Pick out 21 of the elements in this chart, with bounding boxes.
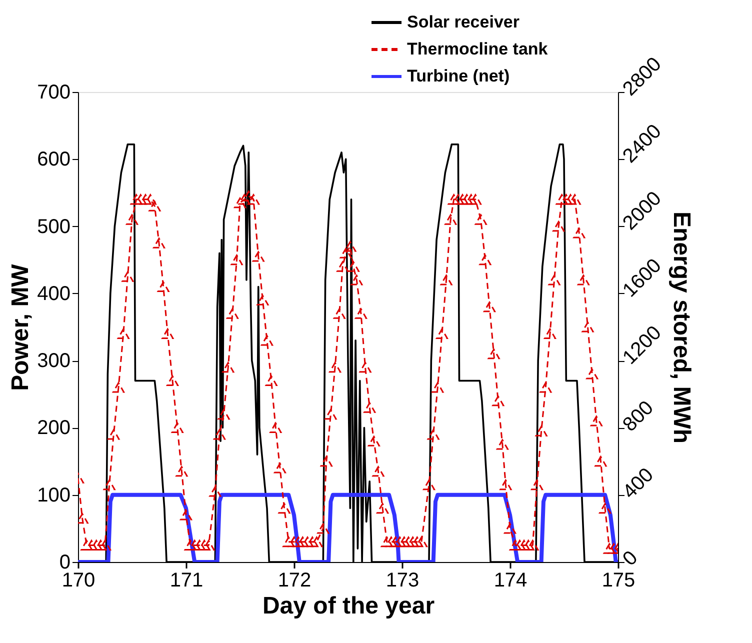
y-tick-label: 100 (37, 484, 70, 506)
y2-axis-title: Energy stored, MWh (668, 211, 696, 444)
x-tick-label: 175 (602, 570, 636, 592)
x-tick-label: 173 (386, 570, 420, 592)
y-tick-label: 600 (37, 148, 70, 171)
legend-label: Turbine (net) (407, 66, 510, 86)
legend-label: Solar receiver (407, 12, 520, 32)
legend-label: Thermocline tank (407, 40, 548, 58)
y2-tick-label: 800 (618, 396, 658, 436)
y-tick-label: 300 (37, 350, 70, 372)
y-tick-label: 200 (37, 417, 70, 440)
y2-tick-label: 400 (618, 464, 658, 504)
x-axis-title: Day of the year (262, 592, 435, 620)
y2-tick-label: 0 (618, 546, 642, 570)
x-tick-label: 171 (170, 570, 204, 592)
y-tick-label: 500 (37, 216, 70, 238)
x-tick-label: 172 (278, 570, 312, 592)
y-axis-title: Power, MW (7, 264, 34, 391)
y-tick-label: 700 (37, 82, 70, 104)
x-tick-label: 174 (494, 570, 528, 592)
y-tick-label: 400 (37, 282, 70, 305)
